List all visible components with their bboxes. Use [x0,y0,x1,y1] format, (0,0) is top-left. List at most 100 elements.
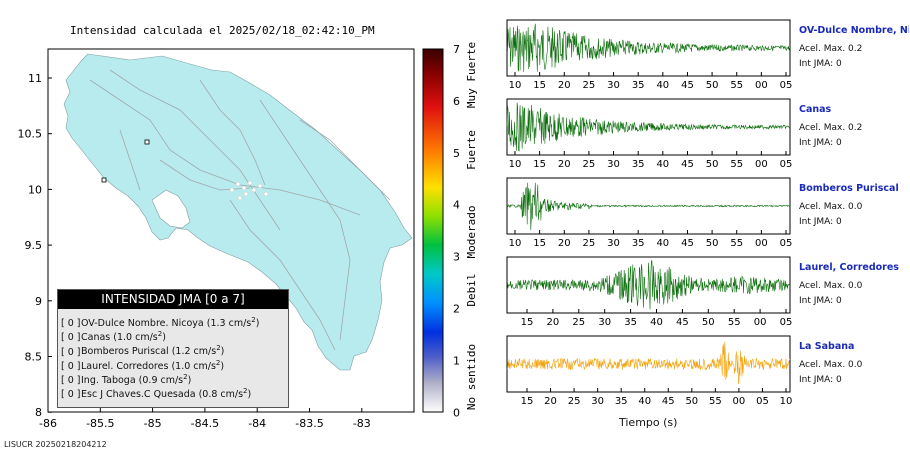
waveform-tick-label: 05 [756,396,769,407]
colorbar-ticks: 7 6 5 4 3 2 1 0 [453,43,460,419]
waveform-panels: 10 15 20 25 30 35 40 45 50 55 00 05 10 15 20 25 30 35 40 45… [506,19,793,407]
station-intensity: Int JMA: 0 [799,138,842,148]
waveform-tick-label: 05 [780,317,793,328]
station-intensity: Int JMA: 0 [799,296,842,306]
waveform-panel: 10 15 20 25 30 35 40 45 50 55 00 05 [506,19,793,91]
legend-item: [ 0 ]Laurel. Corredores (1.0 cm/s2) [58,356,288,372]
legend-item-name: Esc J Chaves.C Quesada [81,389,199,401]
station-name: Laurel, Corredores [799,262,899,273]
waveform-tick-label: 30 [607,238,620,249]
legend-item-accel: (1.3 cm/s [206,318,252,330]
map-ytick-label: 8 [35,406,42,419]
colorbar-tick-label: 4 [453,199,460,212]
waveform-tick-label: 55 [730,80,743,91]
colorbar-tick-label: 1 [453,354,460,367]
colorbar-level-label: Muy Fuerte [465,42,478,108]
waveform-tick-label: 45 [681,159,694,170]
legend-item-exponent: 2 [251,316,256,324]
colorbar-tick-label: 0 [453,406,460,419]
station-intensity: Int JMA: 0 [799,375,842,385]
waveform-tick-label: 45 [681,238,694,249]
station-info: OV-Dulce Nombre, Nicoya Acel. Max. 0.2 Int… [799,25,909,69]
legend-item-close: ) [220,346,225,358]
waveform-tick-label: 10 [509,80,522,91]
station-info: Laurel, Corredores Acel. Max. 0.0 Int JMA:… [799,262,909,306]
legend-item-value: [ 0 ] [61,374,81,386]
station-accel: Acel. Max. 0.0 [799,360,863,370]
station-name: Bomberos Puriscal [799,183,899,194]
waveform-panel: 10 15 20 25 30 35 40 45 50 55 00 05 [506,177,792,249]
waveform-tick-label: 05 [780,80,793,91]
gulf-of-nicoya [151,189,191,229]
colorbar-labels: Muy Fuerte Fuerte Moderado Debil No sentido [465,42,478,410]
waveform-tick-label: 00 [755,159,768,170]
station-info: Canas Acel. Max. 0.2 Int JMA: 0 [799,104,909,148]
waveform-tick-label: 15 [521,317,534,328]
waveform-tick-label: 45 [676,317,689,328]
waveform-tick-label: 50 [706,238,719,249]
station-marker-canas [144,139,150,145]
station-name: Canas [799,104,832,115]
waveform-tick-label: 50 [706,159,719,170]
legend-item: [ 0 ]Ing. Taboga (0.9 cm/s2) [58,370,288,386]
road-network [89,69,391,351]
station-marker-nicoya [101,177,107,183]
legend-item-exponent: 2 [183,372,188,381]
waveform-trace [506,341,791,384]
legend-item: [ 0 ]Esc J Chaves.C Quesada (0.8 cm/s2) [58,384,288,401]
intensity-legend: INTENSIDAD JMA [0 a 7] [ 0 ] OV-Dulce Nom… [57,289,289,408]
legend-item-name: OV-Dulce Nombre. Nicoya [81,318,207,330]
map-xtick-label: -85.5 [86,417,114,430]
waveform-tick-label: 15 [533,159,546,170]
legend-item-accel: (0.9 cm/s [138,374,184,386]
waveform-tick-label: 55 [730,238,743,249]
legend-item-exponent: 2 [157,330,163,339]
colorbar-tick-label: 2 [453,303,460,316]
waveform-tick-label: 55 [730,159,743,170]
waveform-tick-label: 30 [591,396,604,407]
waveform-frame [506,98,791,156]
waveform-tick-label: 25 [583,80,596,91]
station-accel: Acel. Max. 0.0 [799,202,863,212]
waveform-tick-label: 35 [632,159,645,170]
waveform-tick-label: 10 [509,159,522,170]
footer-id: LISUCR 20250218204212 [4,440,107,449]
legend-item-close: ) [220,360,225,372]
waveform-tick-label: 50 [702,317,715,328]
legend-item-exponent: 2 [215,358,221,367]
map-xtick-label: -83.5 [295,417,323,430]
colorbar-level-label: Fuerte [465,130,478,170]
station-name: OV-Dulce Nombre, Nicoya [799,25,909,36]
colorbar-level-label: Moderado [465,206,478,259]
legend-item-name: Bomberos Puriscal [81,346,172,358]
waveform-trace [506,259,791,310]
legend-item-exponent: 2 [216,344,221,353]
waveform-tick-label: 55 [709,396,722,407]
station-accel: Acel. Max. 0.2 [799,44,863,54]
waveform-tick-label: 00 [755,238,768,249]
legend-item-accel: (1.0 cm/s [171,360,216,372]
time-axis-label: Tiempo (s) [619,416,678,429]
map-axis-labels: -86 -85.5 -85 -84.5 -84 -83.5 -83 11 10.5 10 9.5 9 8… [18,72,371,430]
waveform-tick-label: 55 [728,317,741,328]
station-accel: Acel. Max. 0.0 [799,281,863,291]
map-xtick-label: -85 [144,417,162,430]
map-ytick-label: 9.5 [25,239,43,252]
waveform-tick-label: 30 [598,317,611,328]
map-ytick-label: 10.5 [18,128,43,141]
colorbar-scale [422,48,444,413]
waveform-trace [506,23,791,73]
city-cluster [229,180,269,201]
legend-item-close: ) [187,374,192,386]
waveform-tick-label: 35 [615,396,628,407]
map-ytick-label: 9 [35,295,42,308]
waveform-tick-label: 40 [650,317,663,328]
waveform-tick-label: 15 [521,396,534,407]
legend-item-accel: (1.0 cm/s [113,332,158,344]
waveform-tick-label: 15 [533,80,546,91]
legend-header: INTENSIDAD JMA [0 a 7] [58,290,288,309]
waveform-tick-label: 45 [662,396,675,407]
waveform-tick-label: 20 [558,238,571,249]
legend-item: [ 0 ]Canas (1.0 cm/s2) [58,327,288,344]
waveform-tick-label: 00 [755,80,768,91]
